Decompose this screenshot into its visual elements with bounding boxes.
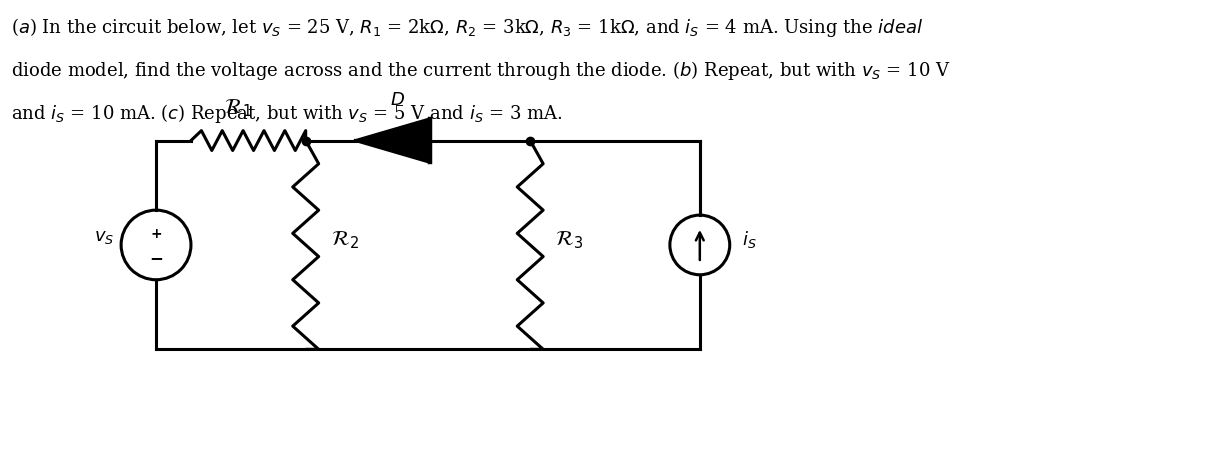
Text: $\mathcal{R}_3$: $\mathcal{R}_3$ bbox=[556, 229, 583, 251]
Text: −: − bbox=[149, 249, 163, 267]
Text: $\mathcal{R}_1$: $\mathcal{R}_1$ bbox=[224, 97, 253, 119]
Text: $i_S$: $i_S$ bbox=[742, 229, 756, 251]
Polygon shape bbox=[356, 119, 430, 163]
Text: ($a$) In the circuit below, let $v_S$ = 25 V, $R_1$ = 2k$\Omega$, $R_2$ = 3k$\Om: ($a$) In the circuit below, let $v_S$ = … bbox=[11, 16, 924, 39]
Text: and $i_S$ = 10 mA. ($c$) Repeat, but with $v_S$ = 5 V and $i_S$ = 3 mA.: and $i_S$ = 10 mA. ($c$) Repeat, but wit… bbox=[11, 102, 563, 125]
Text: +: + bbox=[150, 227, 161, 241]
Text: $D$: $D$ bbox=[391, 91, 405, 109]
Text: $v_S$: $v_S$ bbox=[94, 228, 115, 246]
Text: diode model, find the voltage across and the current through the diode. ($b$) Re: diode model, find the voltage across and… bbox=[11, 59, 951, 82]
Text: $\mathcal{R}_2$: $\mathcal{R}_2$ bbox=[330, 229, 359, 251]
